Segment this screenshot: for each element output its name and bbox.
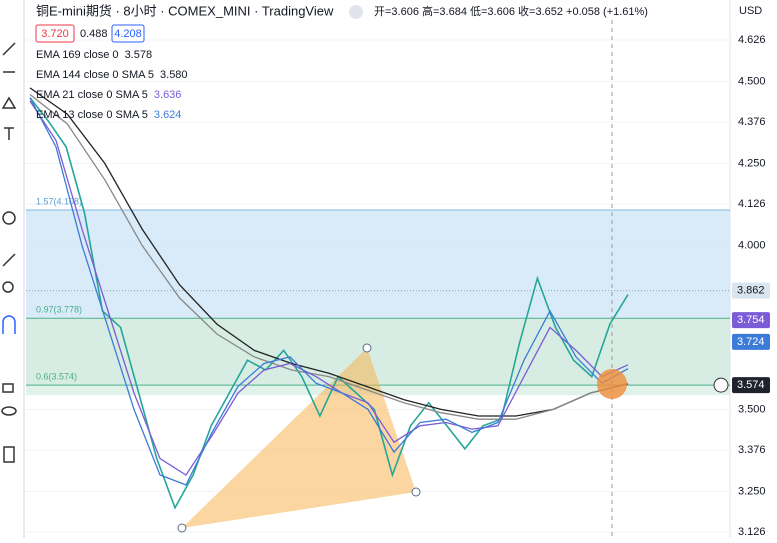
toolbar (0, 0, 25, 538)
y-tick-label: 4.626 (738, 34, 766, 46)
input-box[interactable] (35, 24, 75, 43)
legend-name: EMA 169 close 0 (36, 49, 119, 61)
tool-triangle[interactable] (1, 96, 17, 109)
input-value: 0.488 (80, 28, 108, 40)
y-tick-label: 3.126 (738, 526, 766, 538)
price-axis (730, 0, 777, 538)
price-badge-label: 3.862 (737, 285, 765, 297)
fib-label: 1.57(4.108) (36, 196, 82, 206)
menu-button[interactable] (349, 5, 363, 19)
y-tick-label: 4.126 (738, 198, 766, 210)
plot: 4.626 4.500 4.376 4.250 4.126 4.000 3.500 3.376… (26, 0, 777, 538)
legend-name: EMA 144 close 0 SMA 5 (36, 69, 154, 81)
tool-zoom[interactable] (2, 281, 14, 293)
tool-eye[interactable] (1, 406, 17, 416)
y-tick-label: 4.000 (738, 239, 766, 251)
price-badge-label: 3.724 (737, 336, 765, 348)
fib-label: 0.6(3.574) (36, 372, 77, 382)
pattern-point (177, 523, 187, 533)
price-badge (732, 312, 770, 329)
tool-line[interactable] (2, 42, 16, 56)
input-value: 4.208 (114, 28, 142, 40)
add-button (713, 377, 729, 393)
series-line (29, 97, 629, 486)
tool-emoji[interactable] (2, 211, 16, 225)
pattern-point (411, 487, 421, 497)
legend: EMA 169 close 0 3.578 EMA 144 close 0 SMA … (36, 49, 188, 121)
legend-value: 3.580 (160, 69, 188, 81)
fib-zone (26, 318, 730, 386)
triangle-pattern (182, 348, 416, 528)
series-line (29, 97, 629, 510)
legend-name: EMA 13 close 0 SMA 5 (36, 109, 148, 121)
tool-ruler[interactable] (2, 253, 16, 267)
price-badge-label: 3.754 (737, 314, 765, 326)
input-value: 3.720 (41, 28, 69, 40)
tool-text[interactable] (4, 127, 14, 140)
y-tick-label: 4.500 (738, 75, 766, 87)
legend-value: 3.578 (125, 49, 153, 61)
price-badge-label: 3.574 (737, 379, 765, 391)
y-tick-label: 4.250 (738, 157, 766, 169)
legend-name: EMA 21 close 0 SMA 5 (36, 89, 148, 101)
series-line (29, 93, 629, 420)
input-box[interactable] (111, 24, 145, 43)
tool-magnet[interactable] (2, 315, 16, 334)
series-line (29, 100, 629, 476)
y-tick-label: 4.376 (738, 116, 766, 128)
price-badge (732, 377, 770, 394)
ohlc: 开=3.606 高=3.684 低=3.606 收=3.652 +0.058 (… (374, 4, 648, 18)
currency: USD (739, 5, 762, 17)
legend-value: 3.624 (154, 109, 182, 121)
fib-label: 0.97(3.778) (36, 305, 82, 315)
series-line (29, 87, 629, 417)
y-tick-label: 3.376 (738, 444, 766, 456)
fib-zone (26, 209, 730, 319)
chart-title: 铜E-mini期货 · 8小时 · COMEX_MINI · TradingVi… (36, 3, 334, 18)
y-tick-label: 3.250 (738, 485, 766, 497)
price-badge (732, 282, 770, 299)
pattern-point (362, 343, 372, 353)
y-tick-label: 3.500 (738, 403, 766, 415)
legend-value: 3.636 (154, 89, 182, 101)
cursor-highlight (597, 369, 627, 399)
price-badge (732, 333, 770, 350)
tool-lock[interactable] (2, 383, 14, 393)
tool-trash[interactable] (3, 446, 15, 463)
